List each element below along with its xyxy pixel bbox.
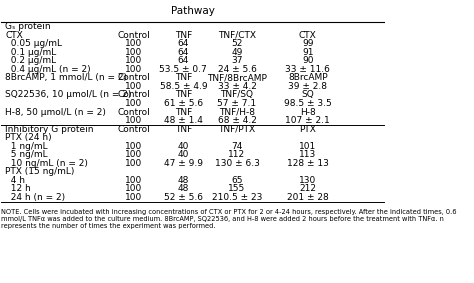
Text: 100: 100: [125, 159, 142, 168]
Text: 48: 48: [178, 185, 189, 194]
Text: 12 h: 12 h: [5, 185, 31, 194]
Text: 0.1 μg/mL: 0.1 μg/mL: [5, 48, 56, 57]
Text: 100: 100: [125, 142, 142, 151]
Text: 64: 64: [178, 48, 189, 57]
Text: 49: 49: [231, 48, 243, 57]
Text: 130: 130: [299, 176, 317, 185]
Text: TNF/H-8: TNF/H-8: [219, 108, 255, 117]
Text: 210.5 ± 23: 210.5 ± 23: [212, 193, 262, 202]
Text: PTX: PTX: [300, 125, 316, 134]
Text: 48: 48: [178, 176, 189, 185]
Text: 201 ± 28: 201 ± 28: [287, 193, 329, 202]
Text: 100: 100: [125, 150, 142, 159]
Text: 100: 100: [125, 56, 142, 65]
Text: Control: Control: [117, 31, 150, 40]
Text: 33 ± 11.6: 33 ± 11.6: [285, 65, 330, 74]
Text: TNF: TNF: [175, 31, 192, 40]
Text: 53.5 ± 0.7: 53.5 ± 0.7: [159, 65, 207, 74]
Text: Control: Control: [117, 108, 150, 117]
Text: 100: 100: [125, 48, 142, 57]
Text: PTX (15 ng/mL): PTX (15 ng/mL): [5, 167, 74, 176]
Text: 99: 99: [302, 39, 314, 48]
Text: TNF/8BrcAMP: TNF/8BrcAMP: [207, 73, 267, 82]
Text: TNF/PTX: TNF/PTX: [219, 125, 255, 134]
Text: 100: 100: [125, 82, 142, 91]
Text: TNF/SQ: TNF/SQ: [220, 91, 254, 100]
Text: Control: Control: [117, 125, 150, 134]
Text: 5 ng/mL: 5 ng/mL: [5, 150, 48, 159]
Text: 65: 65: [231, 176, 243, 185]
Text: 113: 113: [299, 150, 317, 159]
Text: TNF: TNF: [175, 91, 192, 100]
Text: 100: 100: [125, 193, 142, 202]
Text: SQ22536, 10 μmol/L (n = 2): SQ22536, 10 μmol/L (n = 2): [5, 91, 132, 100]
Text: 37: 37: [231, 56, 243, 65]
Text: 100: 100: [125, 39, 142, 48]
Text: 8BrcAMP, 1 mmol/L (n = 2): 8BrcAMP, 1 mmol/L (n = 2): [5, 73, 127, 82]
Text: 48 ± 1.4: 48 ± 1.4: [164, 116, 203, 125]
Text: 47 ± 9.9: 47 ± 9.9: [164, 159, 203, 168]
Text: 33 ± 4.2: 33 ± 4.2: [218, 82, 256, 91]
Text: 4 h: 4 h: [5, 176, 25, 185]
Text: TNF: TNF: [175, 125, 192, 134]
Text: SQ: SQ: [301, 91, 314, 100]
Text: CTX: CTX: [299, 31, 317, 40]
Text: 68 ± 4.2: 68 ± 4.2: [218, 116, 256, 125]
Text: 10 ng/mL (n = 2): 10 ng/mL (n = 2): [5, 159, 88, 168]
Text: 0.2 μg/mL: 0.2 μg/mL: [5, 56, 56, 65]
Text: 100: 100: [125, 116, 142, 125]
Text: 40: 40: [178, 142, 189, 151]
Text: 100: 100: [125, 65, 142, 74]
Text: 58.5 ± 4.9: 58.5 ± 4.9: [160, 82, 207, 91]
Text: 64: 64: [178, 39, 189, 48]
Text: 39 ± 2.8: 39 ± 2.8: [288, 82, 328, 91]
Text: 52: 52: [231, 39, 243, 48]
Text: 107 ± 2.1: 107 ± 2.1: [285, 116, 330, 125]
Text: 212: 212: [300, 185, 316, 194]
Text: H-8: H-8: [300, 108, 316, 117]
Text: 112: 112: [228, 150, 246, 159]
Text: 100: 100: [125, 99, 142, 108]
Text: Control: Control: [117, 73, 150, 82]
Text: Control: Control: [117, 91, 150, 100]
Text: 128 ± 13: 128 ± 13: [287, 159, 329, 168]
Text: TNF: TNF: [175, 73, 192, 82]
Text: 64: 64: [178, 56, 189, 65]
Text: 61 ± 5.6: 61 ± 5.6: [164, 99, 203, 108]
Text: 100: 100: [125, 185, 142, 194]
Text: 52 ± 5.6: 52 ± 5.6: [164, 193, 203, 202]
Text: CTX: CTX: [5, 31, 23, 40]
Text: 101: 101: [299, 142, 317, 151]
Text: H-8, 50 μmol/L (n = 2): H-8, 50 μmol/L (n = 2): [5, 108, 106, 117]
Text: 1 ng/mL: 1 ng/mL: [5, 142, 48, 151]
Text: 0.4 μg/mL (n = 2): 0.4 μg/mL (n = 2): [5, 65, 91, 74]
Text: TNF: TNF: [175, 108, 192, 117]
Text: Gₛ protein: Gₛ protein: [5, 22, 51, 31]
Text: NOTE. Cells were incubated with increasing concentrations of CTX or PTX for 2 or: NOTE. Cells were incubated with increasi…: [1, 209, 457, 229]
Text: 24 h (n = 2): 24 h (n = 2): [5, 193, 65, 202]
Text: 40: 40: [178, 150, 189, 159]
Text: PTX (24 h): PTX (24 h): [5, 133, 52, 142]
Text: 24 ± 5.6: 24 ± 5.6: [218, 65, 256, 74]
Text: 91: 91: [302, 48, 314, 57]
Text: 90: 90: [302, 56, 314, 65]
Text: 155: 155: [228, 185, 246, 194]
Text: 98.5 ± 3.5: 98.5 ± 3.5: [284, 99, 332, 108]
Text: 100: 100: [125, 176, 142, 185]
Text: 0.05 μg/mL: 0.05 μg/mL: [5, 39, 62, 48]
Text: Pathway: Pathway: [171, 6, 215, 16]
Text: 74: 74: [231, 142, 243, 151]
Text: 8BrcAMP: 8BrcAMP: [288, 73, 328, 82]
Text: 130 ± 6.3: 130 ± 6.3: [215, 159, 259, 168]
Text: TNF/CTX: TNF/CTX: [218, 31, 256, 40]
Text: 57 ± 7.1: 57 ± 7.1: [218, 99, 256, 108]
Text: Inhibitory G protein: Inhibitory G protein: [5, 125, 94, 134]
